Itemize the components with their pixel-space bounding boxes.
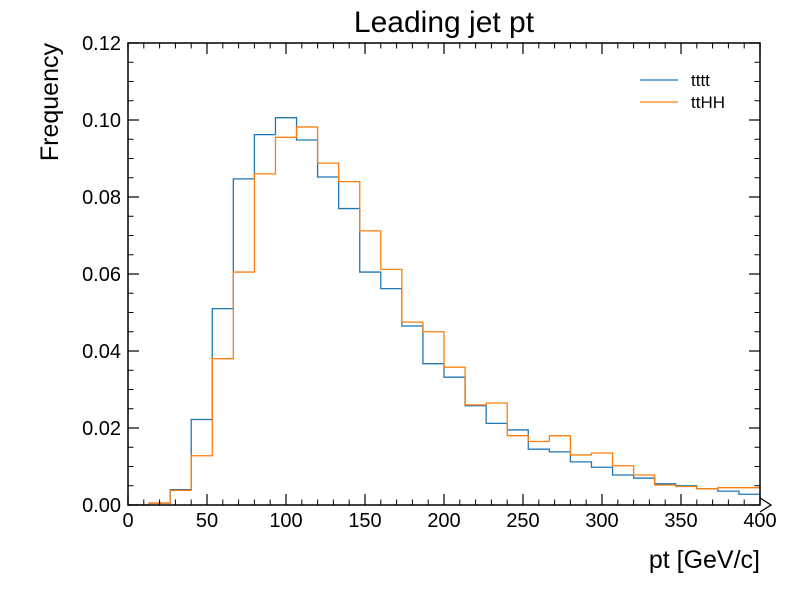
- legend-label-ttHH: ttHH: [691, 93, 725, 112]
- plot-area: [128, 117, 760, 506]
- x-tick-label: 50: [196, 510, 218, 532]
- x-tick-labels: 0 50 100 150 200 250 300 350 400: [122, 510, 776, 532]
- y-tick-label: 0.04: [82, 341, 121, 363]
- axis-ticks: [127, 42, 761, 506]
- x-tick-label: 0: [122, 510, 133, 532]
- x-tick-label: 250: [506, 510, 539, 532]
- y-tick-label: 0.06: [82, 264, 121, 286]
- plot-frame: [127, 42, 761, 506]
- chart-title: Leading jet pt: [354, 6, 535, 39]
- y-tick-label: 0.00: [82, 495, 121, 517]
- x-axis-label: pt [GeV/c]: [649, 546, 760, 574]
- y-tick-label: 0.12: [82, 33, 121, 55]
- x-axis-arrow: [759, 497, 773, 513]
- x-tick-label: 200: [427, 510, 460, 532]
- legend-label-tttt: tttt: [691, 71, 710, 90]
- y-tick-label: 0.08: [82, 187, 121, 209]
- series-tttt-line: [128, 117, 760, 506]
- series-ttHH-line: [128, 126, 760, 506]
- y-tick-labels: 0.00 0.02 0.04 0.06 0.08 0.10 0.12: [82, 33, 121, 517]
- y-tick-label: 0.02: [82, 418, 121, 440]
- x-tick-label: 150: [348, 510, 381, 532]
- x-tick-label: 350: [664, 510, 697, 532]
- x-tick-label: 400: [743, 510, 776, 532]
- x-tick-label: 100: [269, 510, 302, 532]
- legend: tttt ttHH: [640, 71, 725, 112]
- x-tick-label: 300: [585, 510, 618, 532]
- y-axis-label: Frequency: [36, 43, 64, 162]
- y-tick-label: 0.10: [82, 110, 121, 132]
